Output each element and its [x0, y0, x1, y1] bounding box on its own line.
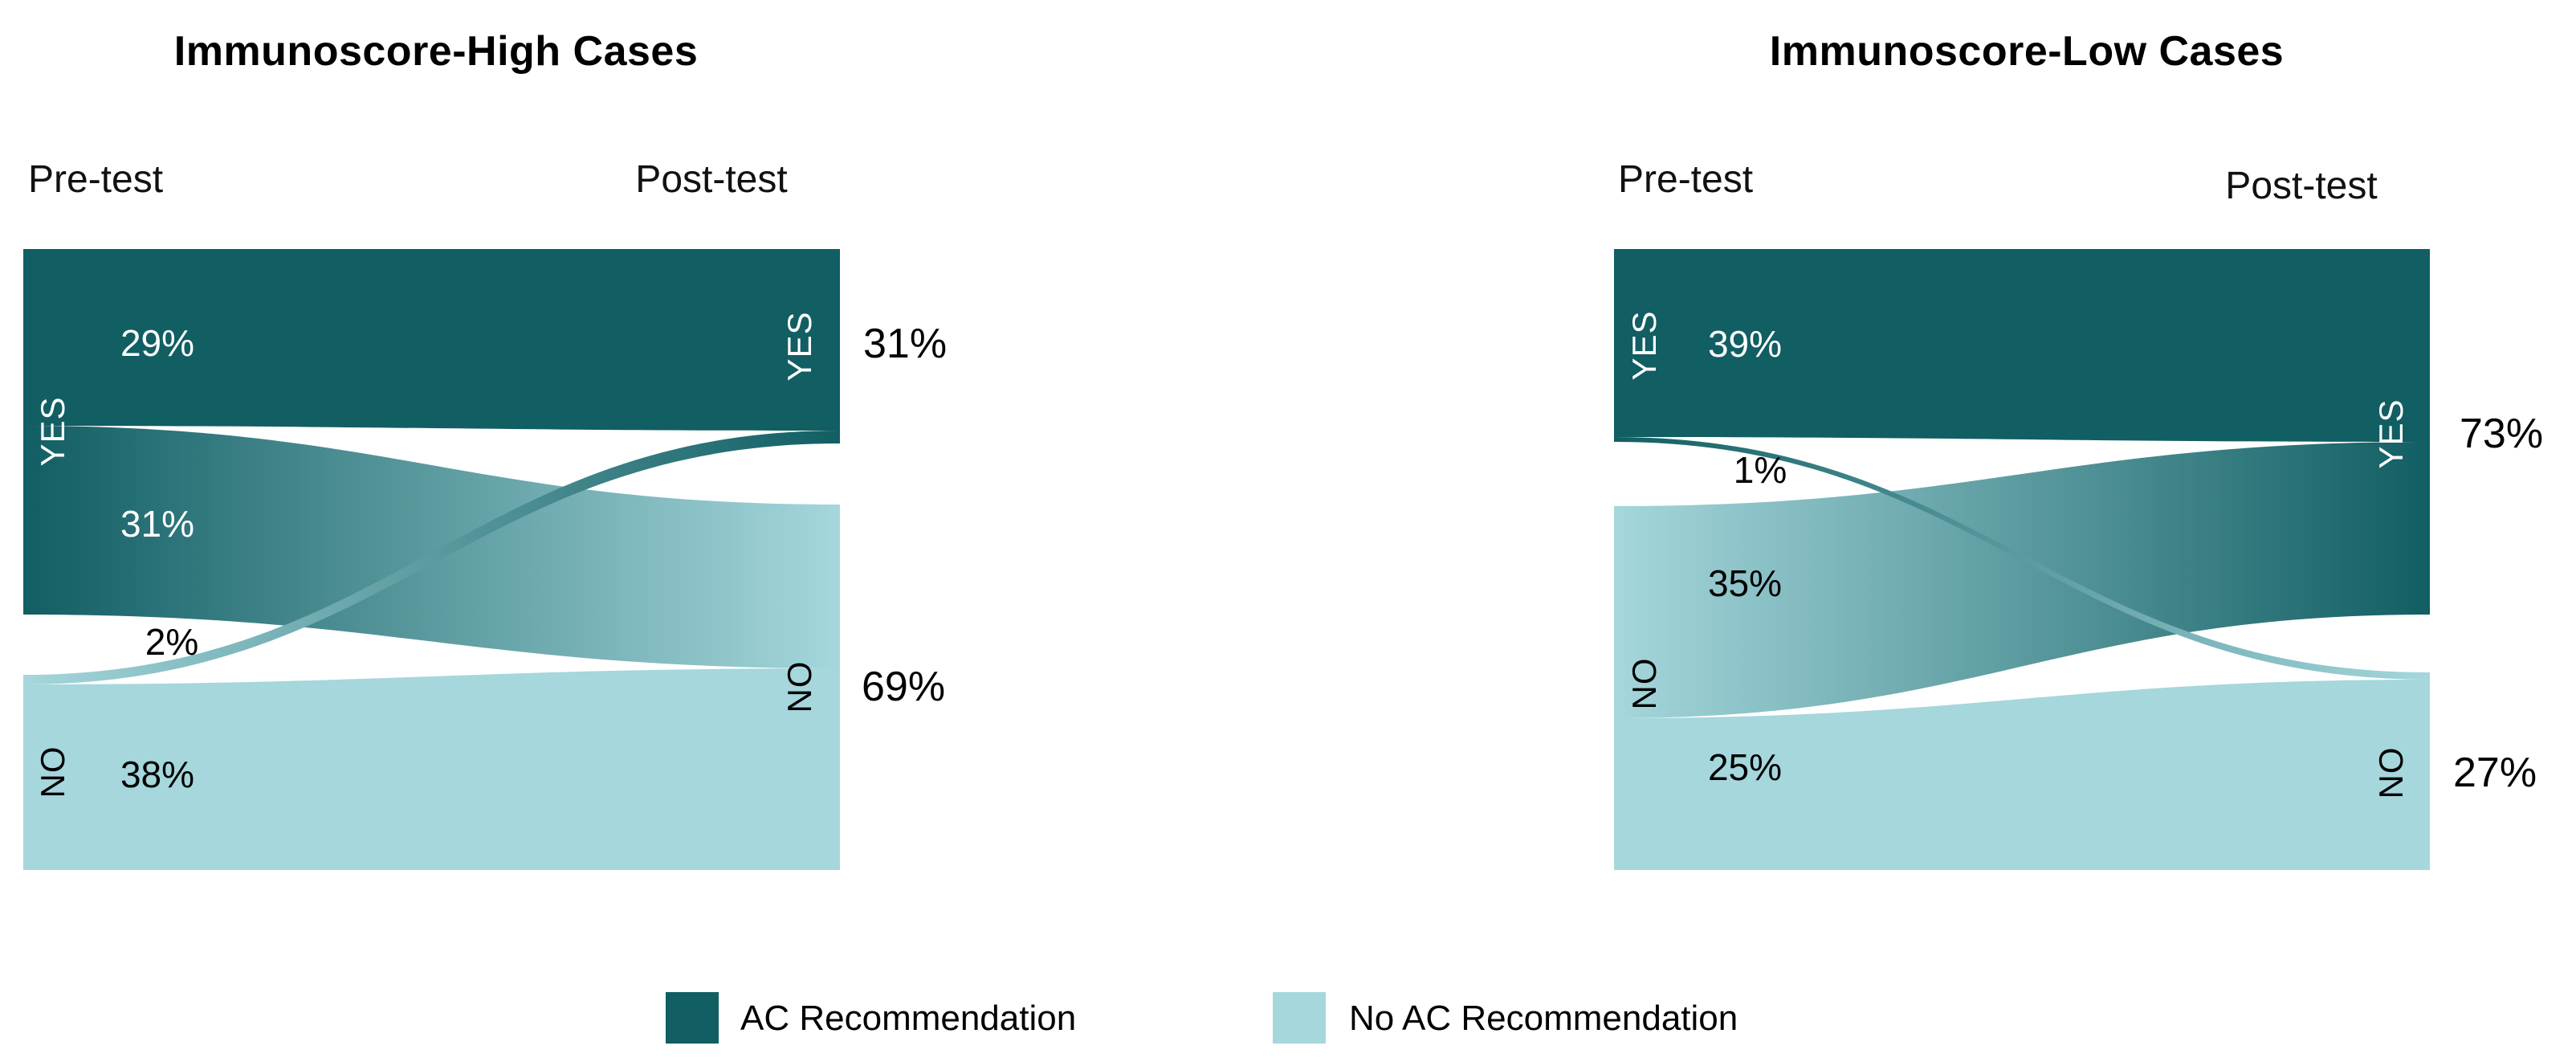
flow-ribbon-yes-to-no: [1614, 437, 2430, 680]
node-label-post-no: NO: [781, 660, 818, 713]
flow-ribbon-yes-to-yes: [1614, 249, 2430, 442]
flow-label-no-no: 25%: [1707, 746, 1783, 788]
flow-label-no-no: 38%: [120, 754, 195, 795]
node-label-pre-yes: YES: [1625, 310, 1663, 381]
flow-ribbon-no-to-no: [23, 668, 840, 870]
post-total-yes: 31%: [863, 321, 948, 367]
post-total-yes: 73%: [2460, 411, 2544, 457]
post-total-no: 69%: [862, 664, 946, 710]
legend-swatch-no-ac: [1273, 992, 1326, 1044]
flow-ribbon-no-to-yes: [23, 431, 840, 684]
flow-ribbon-no-to-no: [1614, 680, 2430, 870]
panel-low-posttest-label: Post-test: [2225, 165, 2378, 207]
flow-label-no-yes: 2%: [145, 621, 199, 663]
flow-ribbon-yes-to-no: [23, 426, 840, 668]
flow-ribbon-no-to-yes: [1614, 442, 2430, 718]
panel-high-sankey: [23, 249, 840, 870]
legend-label-no-ac: No AC Recommendation: [1349, 999, 1738, 1038]
panel-high-title: Immunoscore-High Cases: [173, 28, 699, 75]
node-label-post-no: NO: [2372, 746, 2410, 799]
node-label-pre-no: NO: [34, 746, 71, 799]
node-label-post-yes: YES: [2372, 398, 2410, 469]
legend-swatch-ac: [666, 992, 719, 1044]
panel-low-pretest-label: Pre-test: [1618, 158, 1754, 201]
flow-label-yes-no: 31%: [120, 503, 195, 545]
flow-ribbon-yes-to-yes: [23, 249, 840, 431]
flow-label-yes-yes: 39%: [1707, 323, 1783, 365]
node-label-post-yes: YES: [781, 311, 818, 382]
node-label-pre-no: NO: [1625, 657, 1663, 710]
panel-high-pretest-label: Pre-test: [28, 158, 164, 201]
panel-low-title: Immunoscore-Low Cases: [1769, 28, 2285, 75]
post-total-no: 27%: [2453, 750, 2537, 796]
panel-low-sankey: [1614, 249, 2430, 870]
panel-low-sankey-svg: [1614, 249, 2430, 870]
panel-high-sankey-svg: [23, 249, 840, 870]
flow-label-yes-yes: 29%: [120, 322, 195, 364]
node-label-pre-yes: YES: [34, 396, 71, 467]
legend-label-ac: AC Recommendation: [740, 999, 1077, 1038]
flow-label-yes-no: 1%: [1733, 449, 1787, 491]
flow-label-no-yes: 35%: [1707, 562, 1783, 604]
panel-high-posttest-label: Post-test: [635, 158, 788, 201]
